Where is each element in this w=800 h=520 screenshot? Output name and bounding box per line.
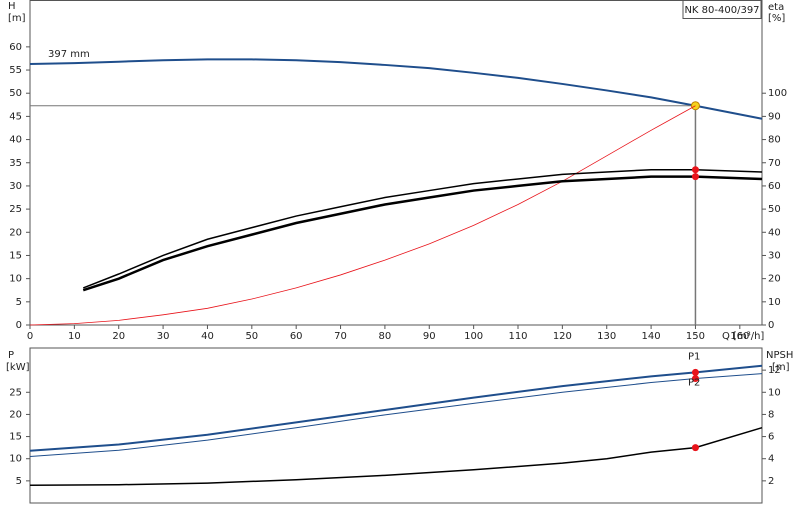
y-tick-label: 25 bbox=[9, 387, 22, 398]
x-tick-label: 60 bbox=[290, 331, 303, 342]
curve bbox=[82, 168, 763, 289]
y2-axis-unit: [m] bbox=[772, 362, 790, 373]
y-tick-label: 20 bbox=[9, 227, 22, 238]
x-tick-label: 90 bbox=[423, 331, 436, 342]
y-axis-title: P bbox=[8, 350, 14, 361]
curve-label: 397 mm bbox=[48, 49, 90, 60]
y-axis-title: H bbox=[8, 1, 16, 12]
operating-point bbox=[691, 375, 699, 383]
y-tick-label: 45 bbox=[9, 111, 22, 122]
y-tick-label: 40 bbox=[9, 135, 22, 146]
curve bbox=[29, 373, 763, 457]
curve-label: P1 bbox=[688, 352, 700, 363]
x-tick-label: 0 bbox=[27, 331, 33, 342]
x-tick-label: 30 bbox=[157, 331, 170, 342]
y2-tick-label: 60 bbox=[768, 181, 781, 192]
x-tick-label: 120 bbox=[553, 331, 572, 342]
x-tick-label: 110 bbox=[508, 331, 527, 342]
y2-axis-title: NPSH bbox=[766, 350, 793, 361]
bottom-plot-frame bbox=[29, 347, 763, 504]
y-tick-label: 5 bbox=[16, 297, 22, 308]
x-tick-label: 100 bbox=[464, 331, 483, 342]
model-label: NK 80-400/397 bbox=[684, 5, 759, 16]
x-tick-label: 70 bbox=[334, 331, 347, 342]
y-tick-label: 15 bbox=[9, 250, 22, 261]
y2-axis-unit: [%] bbox=[768, 13, 785, 24]
curve bbox=[29, 105, 696, 326]
y-tick-label: 60 bbox=[9, 42, 22, 53]
x-tick-label: 80 bbox=[379, 331, 392, 342]
y2-tick-label: 90 bbox=[768, 111, 781, 122]
y2-tick-label: 6 bbox=[768, 432, 774, 443]
x-tick-label: 150 bbox=[686, 331, 705, 342]
top-plot-frame bbox=[29, 0, 763, 326]
curve bbox=[82, 175, 763, 292]
y-tick-label: 15 bbox=[9, 432, 22, 443]
y2-tick-label: 30 bbox=[768, 250, 781, 261]
y-tick-label: 55 bbox=[9, 65, 22, 76]
y-tick-label: 10 bbox=[9, 274, 22, 285]
x-tick-label: 20 bbox=[112, 331, 125, 342]
y2-tick-label: 10 bbox=[768, 297, 781, 308]
curve bbox=[29, 58, 763, 120]
y-axis-unit: [kW] bbox=[6, 362, 30, 373]
operating-point bbox=[691, 173, 699, 181]
y-tick-label: 0 bbox=[16, 320, 22, 331]
operating-point bbox=[691, 166, 699, 174]
y2-tick-label: 20 bbox=[768, 274, 781, 285]
curve bbox=[29, 426, 763, 487]
curve-label: P2 bbox=[688, 378, 700, 389]
model-box bbox=[682, 0, 762, 19]
y-tick-label: 20 bbox=[9, 409, 22, 420]
y2-axis-title: eta bbox=[768, 2, 784, 13]
x-tick-label: 160 bbox=[730, 331, 749, 342]
curve bbox=[29, 364, 763, 452]
y2-tick-label: 8 bbox=[768, 409, 774, 420]
y2-tick-label: 80 bbox=[768, 135, 781, 146]
y-tick-label: 25 bbox=[9, 204, 22, 215]
y2-tick-label: 12 bbox=[768, 365, 781, 376]
y-tick-label: 10 bbox=[9, 454, 22, 465]
x-tick-label: 50 bbox=[245, 331, 258, 342]
y2-tick-label: 40 bbox=[768, 227, 781, 238]
operating-point bbox=[691, 444, 699, 452]
y2-tick-label: 4 bbox=[768, 454, 774, 465]
x-tick-label: 40 bbox=[201, 331, 214, 342]
y2-tick-label: 70 bbox=[768, 158, 781, 169]
x-tick-label: 130 bbox=[597, 331, 616, 342]
y-axis-unit: [m] bbox=[8, 13, 26, 24]
y-tick-label: 35 bbox=[9, 158, 22, 169]
y2-tick-label: 0 bbox=[768, 320, 774, 331]
y2-tick-label: 2 bbox=[768, 476, 774, 487]
y2-tick-label: 50 bbox=[768, 204, 781, 215]
operating-point bbox=[691, 368, 699, 376]
x-tick-label: 10 bbox=[68, 331, 81, 342]
y-tick-label: 30 bbox=[9, 181, 22, 192]
y2-tick-label: 10 bbox=[768, 387, 781, 398]
y2-tick-label: 100 bbox=[768, 88, 787, 99]
y-tick-label: 50 bbox=[9, 88, 22, 99]
y-tick-label: 5 bbox=[16, 476, 22, 487]
x-axis-title: Q [m³/h] bbox=[722, 331, 764, 342]
x-tick-label: 140 bbox=[642, 331, 661, 342]
